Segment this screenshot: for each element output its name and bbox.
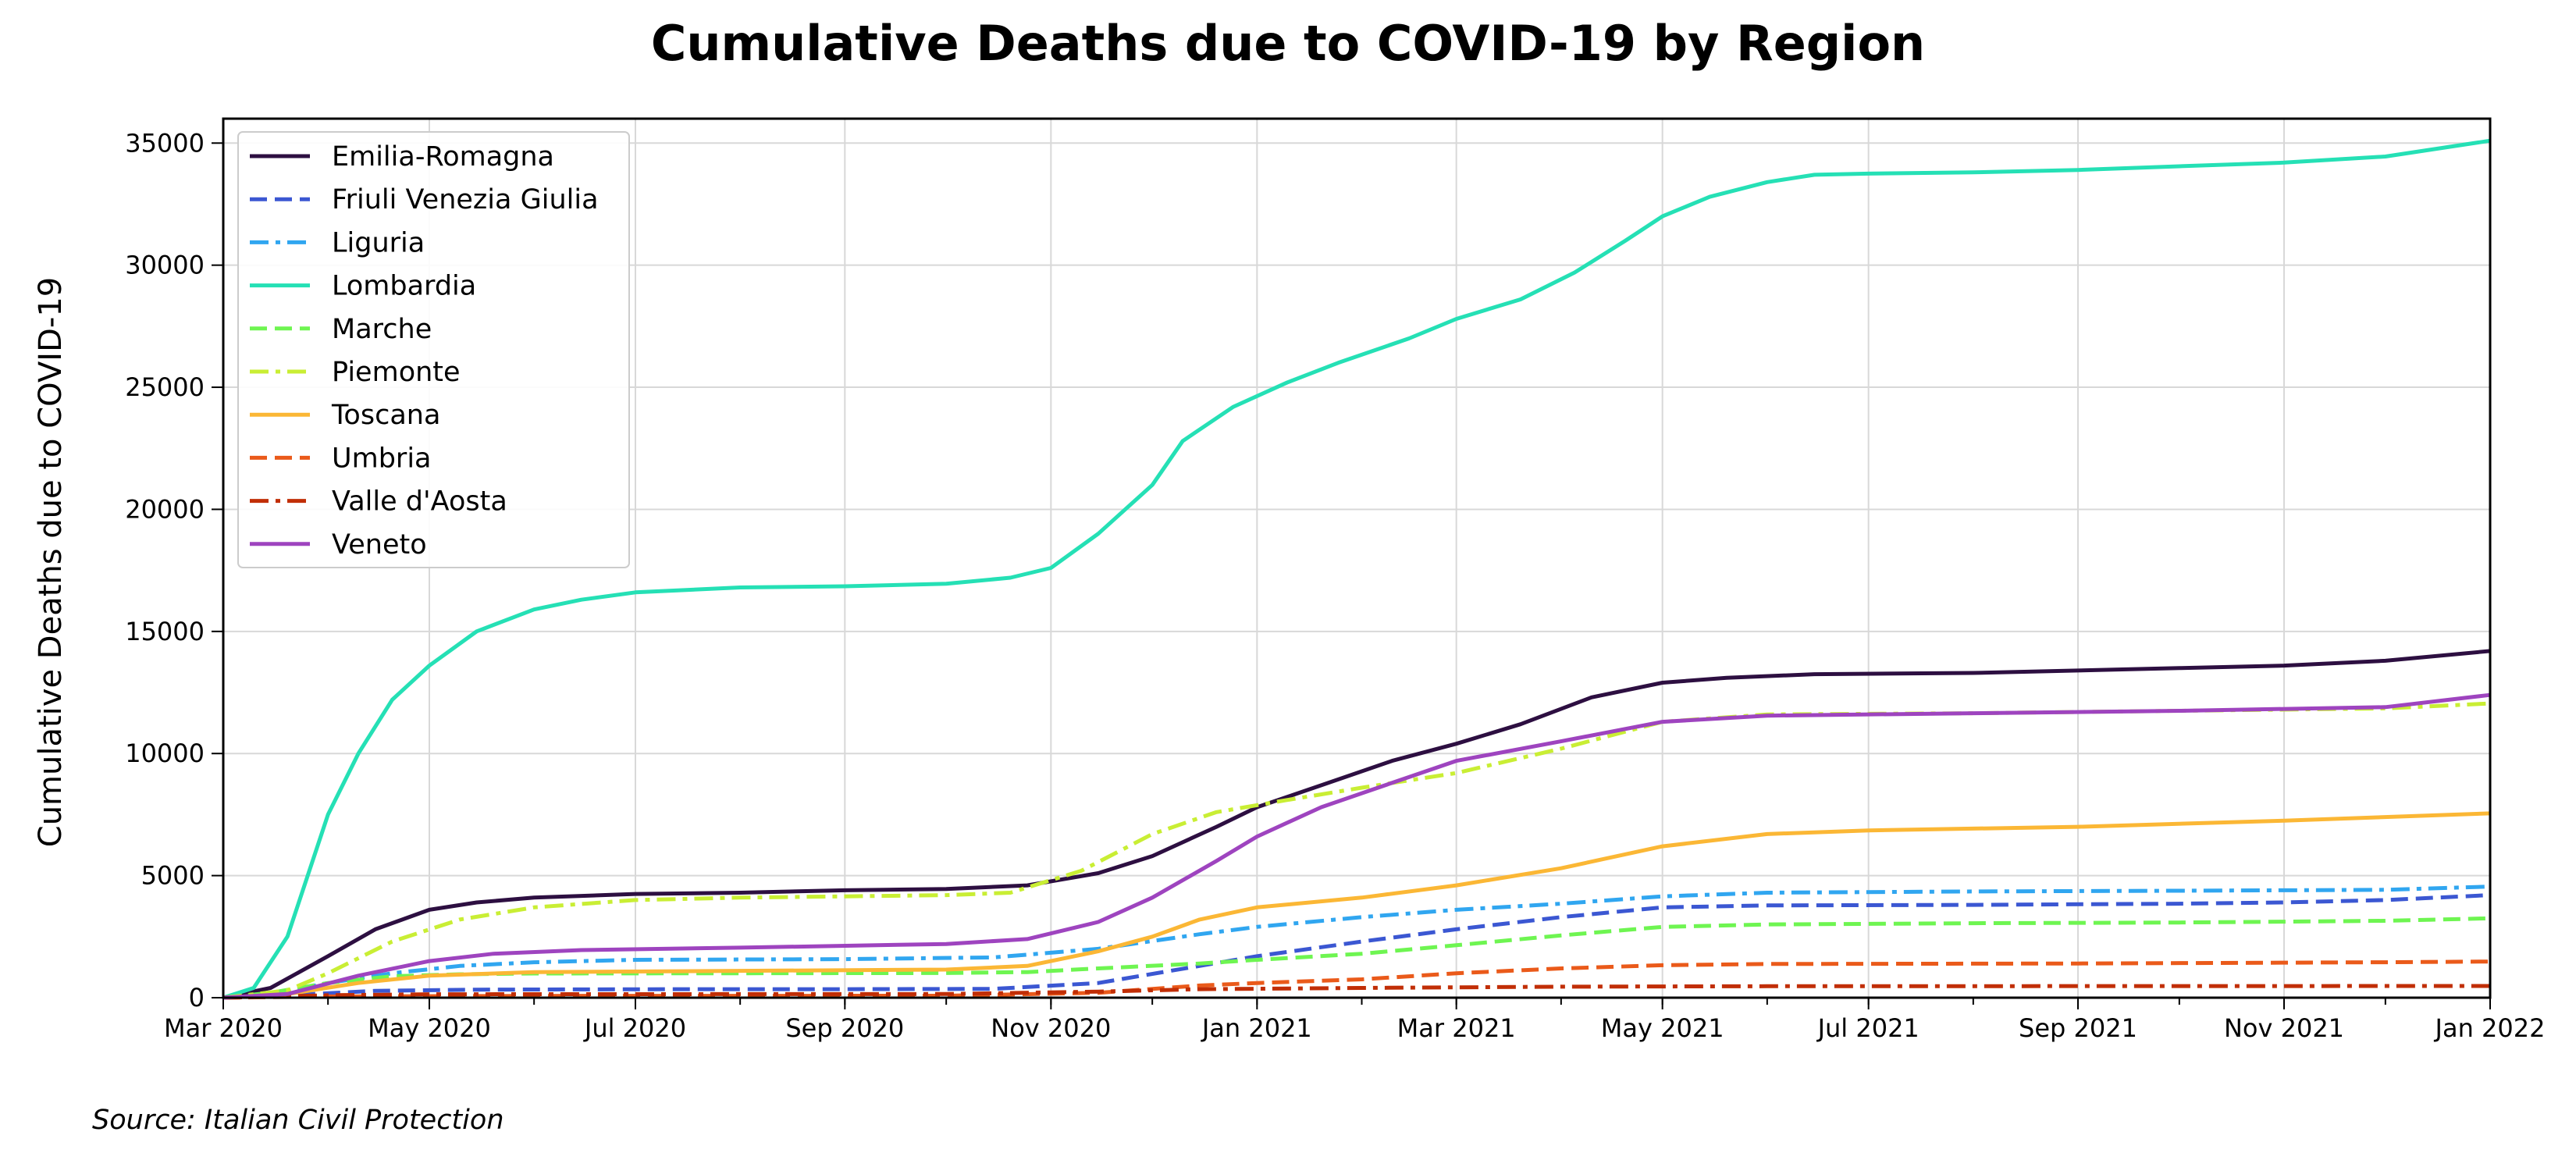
series-line-valle-d-aosta	[222, 984, 2491, 1000]
y-axis-label: Cumulative Deaths due to COVID-19	[33, 277, 69, 847]
series-line-toscana	[222, 811, 2491, 1000]
y-tick-label: 20000	[125, 494, 205, 524]
series-layer	[222, 138, 2491, 1000]
series-line-umbria	[222, 959, 2491, 1000]
y-axis: 0 5000 10000 15000 20000 25000 30000 35000	[125, 128, 223, 1013]
legend-label: Valle d'Aosta	[332, 486, 507, 518]
legend-label: Friuli Venezia Giulia	[332, 184, 599, 215]
x-tick-label: Mar 2021	[1397, 1013, 1516, 1043]
series-line-lombardia	[222, 138, 2491, 1000]
series-line-veneto	[222, 692, 2491, 1000]
x-axis: Mar 2020 May 2020 Jul 2020 Sep 2020 Nov 2020…	[164, 998, 2545, 1043]
x-tick-label: Jan 2021	[1201, 1013, 1312, 1043]
legend-box	[237, 131, 630, 568]
series-line-marche	[222, 916, 2491, 1000]
y-tick-label: 35000	[125, 128, 205, 158]
y-tick-label: 15000	[125, 617, 205, 646]
x-tick-label: Mar 2020	[164, 1013, 283, 1043]
x-tick-label: Nov 2021	[2224, 1013, 2344, 1043]
y-tick-label: 25000	[125, 372, 205, 402]
legend-label: Marche	[332, 314, 432, 345]
series-line-liguria	[222, 884, 2491, 1000]
series-line-friuli-venezia-giulia	[222, 893, 2491, 1000]
source-note: Source: Italian Civil Protection	[92, 1105, 504, 1136]
legend-label: Veneto	[332, 529, 427, 561]
chart-title: Cumulative Deaths due to COVID-19 by Reg…	[651, 15, 1925, 72]
legend-label: Umbria	[332, 443, 432, 474]
x-tick-label: May 2021	[1601, 1013, 1724, 1043]
legend-label: Liguria	[332, 227, 425, 258]
x-tick-label: Jan 2022	[2434, 1013, 2546, 1043]
y-tick-label: 10000	[125, 739, 205, 768]
y-tick-label: 30000	[125, 251, 205, 280]
x-tick-label: Sep 2021	[2019, 1013, 2137, 1043]
plot-frame	[222, 117, 2492, 999]
legend-label: Piemonte	[332, 357, 461, 388]
legend-label: Emilia-Romagna	[332, 141, 554, 173]
y-tick-label: 5000	[141, 861, 205, 891]
legend: Emilia-Romagna Friuli Venezia Giulia Ligur…	[237, 131, 630, 568]
x-tick-label: Jul 2021	[1816, 1013, 1920, 1043]
x-tick-label: Nov 2020	[991, 1013, 1111, 1043]
x-tick-label: Jul 2020	[583, 1013, 686, 1043]
x-tick-label: May 2020	[368, 1013, 491, 1043]
series-line-emilia-romagna	[222, 649, 2491, 1000]
y-tick-label: 0	[189, 983, 205, 1013]
legend-label: Toscana	[331, 400, 440, 431]
x-tick-label: Sep 2020	[785, 1013, 904, 1043]
legend-label: Lombardia	[332, 271, 476, 302]
